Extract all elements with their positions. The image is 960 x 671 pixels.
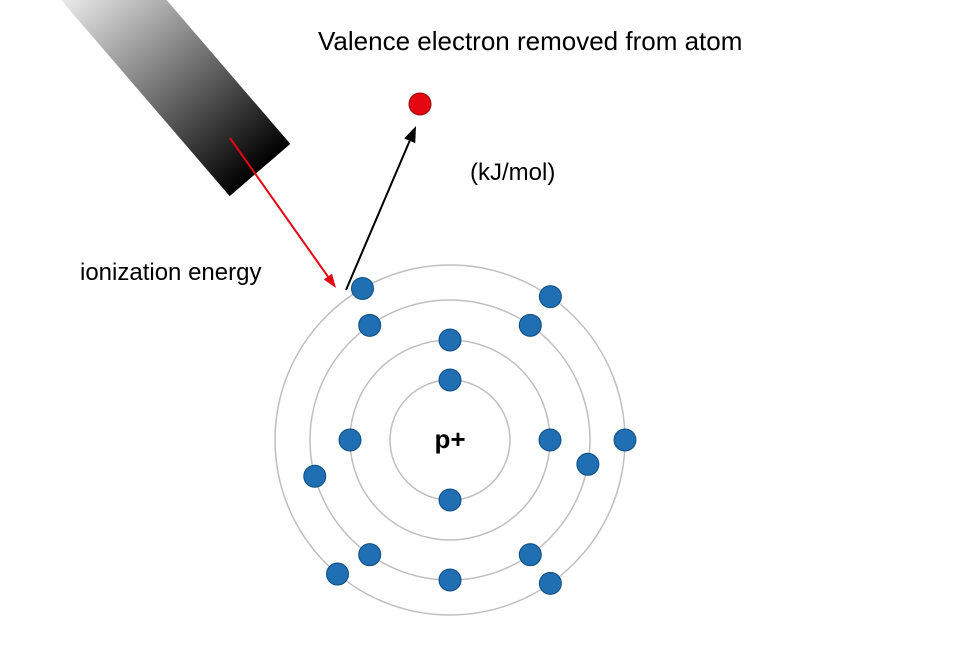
electron [327,563,349,585]
electron [439,489,461,511]
electron [439,569,461,591]
arrow-head [404,126,416,143]
arrow-head [324,274,336,288]
electron [439,329,461,351]
diagram-title: Valence electron removed from atom [318,26,742,56]
electron [539,429,561,451]
nucleus-label: p+ [434,424,465,454]
electron [577,453,599,475]
unit-label: (kJ/mol) [470,159,555,186]
energy-source-bar [58,0,291,196]
electron [304,465,326,487]
arrow-shaft [346,141,410,290]
electron [339,429,361,451]
arrow-shaft [230,138,328,277]
electron [359,544,381,566]
electron-ejection-arrow [346,126,416,290]
electron [539,286,561,308]
atom-electrons [304,277,636,594]
electron [614,429,636,451]
electron [539,572,561,594]
ionization-energy-diagram: Valence electron removed from atom ioniz… [0,0,960,671]
electron [519,544,541,566]
electron [439,369,461,391]
ionization-energy-label: ionization energy [80,259,261,286]
removed-electron [409,93,431,115]
electron [359,314,381,336]
electron [352,277,374,299]
electron [519,314,541,336]
